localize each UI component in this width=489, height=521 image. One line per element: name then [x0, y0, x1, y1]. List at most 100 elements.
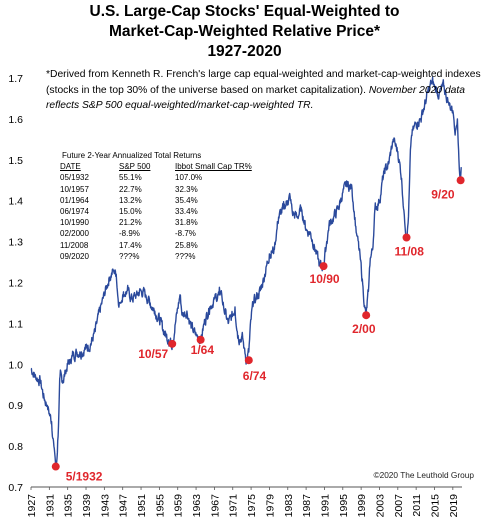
trough-label: 11/08 [395, 245, 425, 259]
footnote: *Derived from Kenneth R. French's large … [46, 67, 486, 114]
x-tick-label: 2015 [429, 494, 441, 518]
table-row: 11/2008 17.4% 25.8% [60, 240, 252, 251]
y-tick-label: 0.9 [8, 400, 23, 412]
row-sp500: 22.7% [119, 184, 142, 194]
trough-label: 2/00 [352, 322, 376, 336]
x-tick-label: 1995 [338, 494, 350, 518]
x-tick-label: 1935 [63, 494, 75, 518]
row-date: 01/1964 [60, 195, 89, 205]
returns-table-title: Future 2-Year Annualized Total Returns [62, 151, 202, 160]
table-row: 10/1957 22.7% 32.3% [60, 184, 252, 195]
header-sp500: S&P 500 [119, 162, 151, 172]
row-sp500: ???% [119, 251, 140, 261]
x-tick-label: 1987 [301, 494, 313, 518]
y-tick-label: 1.1 [8, 318, 23, 330]
trough-label: 1/64 [191, 343, 215, 357]
chart-annotations: 5/1932 10/57 1/64 6/74 10/90 2/00 11/08 9/20 [51, 176, 465, 484]
footnote-text: *Derived from Kenneth R. French's large … [46, 69, 481, 96]
x-tick-label: 1927 [26, 494, 38, 518]
x-tick-label: 1959 [173, 494, 185, 518]
chart-series [30, 76, 462, 467]
x-tick-label: 1931 [44, 494, 56, 518]
header-small-cap: Ibbot Small Cap TR% [175, 162, 252, 172]
x-tick-label: 1955 [154, 494, 166, 518]
row-small-cap: 35.4% [175, 195, 198, 205]
x-tick-label: 1999 [356, 494, 368, 518]
trough-label: 9/20 [431, 187, 455, 201]
x-tick-label: 1943 [99, 494, 111, 518]
x-tick-label: 1939 [81, 494, 93, 518]
row-sp500: 13.2% [119, 195, 142, 205]
y-tick-label: 0.7 [8, 482, 23, 494]
x-tick-label: 1983 [283, 494, 295, 518]
row-small-cap: 31.8% [175, 218, 198, 228]
row-sp500: 55.1% [119, 173, 142, 183]
table-row: 10/1990 21.2% 31.8% [60, 217, 252, 228]
row-date: 10/1990 [60, 218, 89, 228]
row-sp500: 15.0% [119, 207, 142, 217]
y-tick-label: 1.2 [8, 278, 23, 290]
returns-table-header: DATE S&P 500 Ibbot Small Cap TR% [60, 161, 252, 172]
table-row: 02/2000 -8.9% -8.7% [60, 228, 252, 239]
y-tick-label: 0.8 [8, 441, 23, 453]
x-tick-label: 1967 [209, 494, 221, 518]
returns-table-grid: DATE S&P 500 Ibbot Small Cap TR% 05/1932… [60, 161, 252, 262]
table-row: 01/1964 13.2% 35.4% [60, 195, 252, 206]
row-date: 10/1957 [60, 184, 89, 194]
chart-title-line1: U.S. Large-Cap Stocks' Equal-Weighted to [89, 3, 400, 20]
table-row: 05/1932 55.1% 107.0% [60, 172, 252, 183]
x-tick-label: 1963 [191, 494, 203, 518]
row-small-cap: 107.0% [175, 173, 203, 183]
row-date: 06/1974 [60, 207, 89, 217]
chart-title-line3: 1927-2020 [207, 43, 282, 60]
row-small-cap: -8.7% [175, 229, 196, 239]
y-tick-label: 1.3 [8, 237, 23, 249]
series-line [30, 76, 462, 467]
trough-label: 10/57 [138, 347, 168, 361]
row-date: 05/1932 [60, 173, 89, 183]
footnote-italic: November 2020 data reflects S&P 500 equa… [46, 84, 465, 112]
row-date: 11/2008 [60, 240, 89, 250]
x-tick-label: 1947 [118, 494, 130, 518]
returns-table: Future 2-Year Annualized Total Returns D… [60, 150, 252, 262]
x-tick-label: 1975 [246, 494, 258, 518]
x-tick-label: 2007 [393, 494, 405, 518]
chart-title-line2: Market-Cap-Weighted Relative Price* [108, 23, 381, 40]
y-tick-label: 1.6 [8, 114, 23, 126]
trough-label: 5/1932 [66, 470, 103, 484]
table-row: 09/2020???%???% [60, 251, 252, 262]
y-tick-label: 1.5 [8, 155, 23, 167]
chart-title: U.S. Large-Cap Stocks' Equal-Weighted to… [0, 2, 489, 62]
x-tick-label: 2003 [374, 494, 386, 518]
row-date: 02/2000 [60, 229, 89, 239]
y-tick-label: 1.4 [8, 196, 23, 208]
y-tick-label: 1.0 [8, 359, 23, 371]
row-small-cap: ???% [175, 251, 196, 261]
row-date: 09/2020 [60, 251, 89, 261]
trough-marker [244, 356, 253, 365]
row-small-cap: 25.8% [175, 240, 198, 250]
trough-marker [168, 339, 177, 348]
trough-label: 10/90 [310, 272, 340, 286]
row-small-cap: 32.3% [175, 184, 198, 194]
x-tick-label: 1991 [319, 494, 331, 518]
chart-axes: 0.7 0.8 0.9 1.0 1.1 1.2 1.3 1.4 1.5 1.6 1.7 1927 193… [8, 73, 462, 517]
x-tick-label: 2019 [448, 494, 460, 518]
header-date: DATE [60, 162, 81, 172]
returns-table-body: 05/1932 55.1% 107.0% 10/1957 22.7% 32.3% 01/19… [60, 172, 252, 262]
trough-label: 6/74 [243, 369, 267, 383]
row-sp500: 17.4% [119, 240, 142, 250]
trough-marker [319, 262, 328, 271]
trough-marker [196, 335, 205, 344]
row-sp500: 21.2% [119, 218, 142, 228]
trough-marker [51, 462, 60, 471]
row-small-cap: 33.4% [175, 207, 198, 217]
x-tick-label: 2011 [411, 494, 423, 517]
row-sp500: -8.9% [119, 229, 140, 239]
x-tick-label: 1979 [264, 494, 276, 518]
y-tick-label: 1.7 [8, 73, 23, 85]
trough-marker [456, 176, 465, 185]
trough-marker [362, 311, 371, 320]
table-row: 06/1974 15.0% 33.4% [60, 206, 252, 217]
